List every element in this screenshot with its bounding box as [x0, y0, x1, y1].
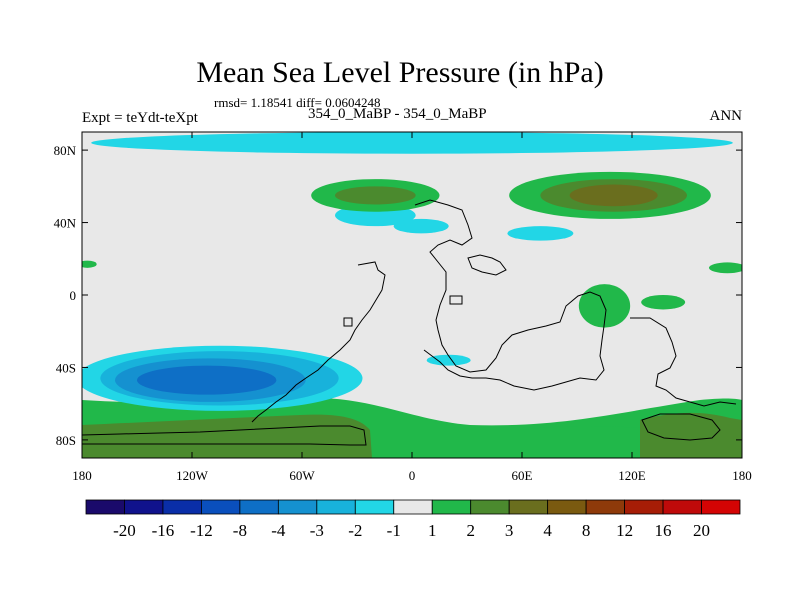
coastline-islands [343, 254, 721, 441]
n-pacific-east-negative [507, 226, 574, 241]
x-tick-label: 180 [732, 468, 752, 483]
colorbar-label: -3 [310, 521, 324, 540]
colorbar-label: 16 [655, 521, 672, 540]
colorbar: -20 -16 -12 -8 -4 -3 -2 -1 1 2 3 4 8 12 16 20 [85, 499, 741, 540]
colorbar-swatch [201, 499, 241, 515]
colorbar-label: 1 [428, 521, 437, 540]
chart-title: Mean Sea Level Pressure (in hPa) [196, 56, 604, 89]
x-tick-label: 180 [72, 468, 92, 483]
colorbar-swatch [124, 499, 164, 515]
edge-positive-west [82, 260, 97, 268]
colorbar-swatch [162, 499, 202, 515]
colorbar-label: -12 [190, 521, 213, 540]
colorbar-label: -2 [348, 521, 362, 540]
y-tick-label: 40S [56, 360, 76, 375]
colorbar-swatch [547, 499, 587, 515]
experiment-label: Expt = teYdt-teXpt [82, 110, 198, 126]
stats-text: rmsd= 1.18541 diff= 0.0604248 [214, 95, 381, 110]
y-tick-label: 80S [56, 433, 76, 448]
n-atlantic-negative-east [393, 218, 449, 234]
x-tick-label: 0 [409, 468, 416, 483]
y-tick-label: 80N [54, 143, 77, 158]
colorbar-label: -1 [387, 521, 401, 540]
colorbar-label: 8 [582, 521, 591, 540]
colorbar-label: -8 [233, 521, 247, 540]
colorbar-swatch [508, 499, 549, 515]
antarctic-positive-east-2 [520, 425, 640, 458]
south-pacific-negative-4 [137, 365, 277, 395]
x-tick-label: 120E [618, 468, 646, 483]
antarctic-positive-inner [82, 414, 372, 458]
coastline-antarctica [82, 425, 367, 446]
coastline-australia [630, 317, 737, 407]
pressure-field [82, 132, 742, 458]
colorbar-swatch [431, 499, 472, 515]
y-tick-label: 40N [54, 216, 77, 231]
nh-west-positive-2 [335, 186, 416, 205]
antarctic-positive-east [640, 412, 742, 458]
case-label: 354_0_MaBP - 354_0_MaBP [308, 106, 487, 122]
colorbar-swatch [277, 499, 318, 515]
colorbar-swatch [662, 499, 702, 515]
edge-positive-east [709, 262, 742, 274]
colorbar-swatch [624, 499, 664, 515]
colorbar-swatch [239, 499, 279, 515]
colorbar-label: 12 [616, 521, 633, 540]
nh-east-positive-3 [569, 184, 658, 207]
colorbar-swatch [85, 499, 125, 515]
x-tick-label: 60E [512, 468, 533, 483]
colorbar-label: 4 [543, 521, 552, 540]
colorbar-swatch [701, 499, 741, 515]
colorbar-swatch [354, 499, 395, 515]
colorbar-label: -4 [271, 521, 286, 540]
y-tick-label: 0 [70, 288, 77, 303]
colorbar-label: -20 [113, 521, 136, 540]
colorbar-label: 3 [505, 521, 514, 540]
coastline-america [251, 261, 386, 423]
coastline-africa-europe [414, 199, 607, 391]
x-tick-label: 120W [176, 468, 209, 483]
colorbar-label: 20 [693, 521, 710, 540]
colorbar-label: -16 [152, 521, 175, 540]
x-tick-label: 60W [289, 468, 315, 483]
south-indian-negative [426, 354, 471, 366]
axes: 180 120W 60W 0 60E 120E 180 80N 40N 0 40S 80S [54, 132, 752, 483]
continent-outlines [82, 199, 737, 446]
colorbar-label: 2 [466, 521, 475, 540]
colorbar-swatch [393, 499, 433, 515]
colorbar-swatch [316, 499, 356, 515]
colorbar-swatch [470, 499, 510, 515]
season-label: ANN [709, 108, 743, 124]
colorbar-swatch [585, 499, 625, 515]
se-pacific-positive [641, 295, 686, 310]
arctic-negative-band [91, 132, 733, 154]
